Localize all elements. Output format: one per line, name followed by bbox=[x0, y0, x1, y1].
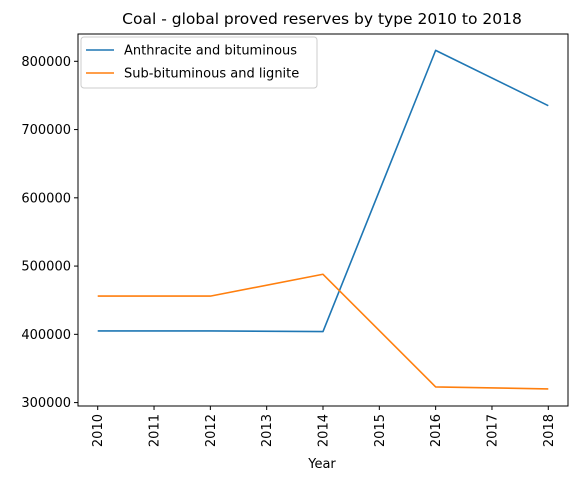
x-tick-label: 2017 bbox=[485, 414, 500, 447]
x-tick-label: 2018 bbox=[542, 414, 557, 447]
series-lines bbox=[97, 49, 549, 390]
y-tick-label: 400000 bbox=[21, 328, 71, 343]
y-tick-label: 700000 bbox=[21, 123, 71, 138]
chart-title: Coal - global proved reserves by type 20… bbox=[122, 10, 522, 28]
x-tick-label: 2011 bbox=[148, 414, 163, 447]
legend-label: Anthracite and bituminous bbox=[124, 44, 297, 59]
x-tick-label: 2015 bbox=[373, 414, 388, 447]
series-line-2 bbox=[97, 273, 549, 390]
x-axis: 2010 2011 2012 2013 2014 2015 2016 2017 2018 bbox=[91, 406, 557, 447]
y-tick-label: 500000 bbox=[21, 260, 71, 275]
plot-frame bbox=[77, 33, 569, 407]
x-tick-label: 2013 bbox=[260, 414, 275, 447]
y-tick-label: 300000 bbox=[21, 396, 71, 411]
x-tick-label: 2014 bbox=[317, 414, 332, 447]
x-tick-label: 2016 bbox=[429, 414, 444, 447]
x-axis-title: Year bbox=[307, 457, 336, 472]
y-tick-label: 600000 bbox=[21, 191, 71, 206]
x-tick-label: 2010 bbox=[91, 414, 106, 447]
legend-label: Sub-bituminous and lignite bbox=[124, 67, 299, 82]
series-line-1 bbox=[97, 49, 549, 333]
x-tick-label: 2012 bbox=[204, 414, 219, 447]
legend-box bbox=[80, 36, 318, 89]
y-tick-label: 800000 bbox=[21, 55, 71, 70]
y-axis: 300000 400000 500000 600000 700000 800000 bbox=[21, 55, 78, 411]
legend: Anthracite and bituminous Sub-bituminous … bbox=[80, 36, 318, 89]
